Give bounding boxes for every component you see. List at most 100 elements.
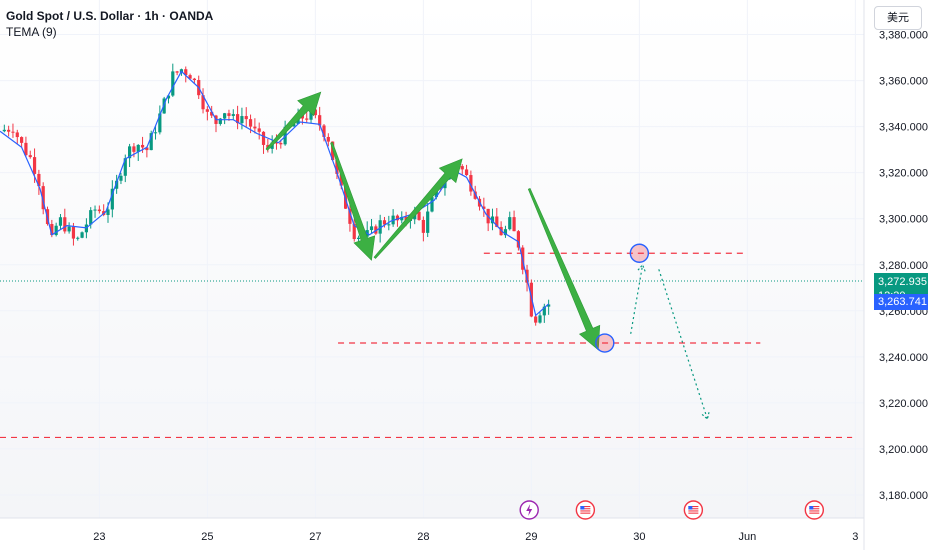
candle-body xyxy=(166,95,171,99)
y-tick-label: 3,200.000 xyxy=(879,444,928,456)
symbol-title[interactable]: Gold Spot / U.S. Dollar · 1h · OANDA xyxy=(6,9,214,23)
projected-path-segment[interactable] xyxy=(630,264,644,334)
flag-stripe xyxy=(809,510,820,512)
candle-body xyxy=(547,304,551,307)
target-circle[interactable] xyxy=(629,243,650,263)
candle-body xyxy=(24,142,28,156)
flag-stripe xyxy=(688,510,699,512)
flag-stripe xyxy=(809,506,820,508)
candle-body xyxy=(210,111,214,116)
target-circle[interactable] xyxy=(595,333,615,353)
candle-body xyxy=(248,119,253,127)
candle-body xyxy=(28,155,32,158)
candle-body xyxy=(244,116,248,120)
candle-body xyxy=(279,143,283,145)
candle-body xyxy=(162,98,166,114)
candle-body xyxy=(158,113,162,133)
candle-body xyxy=(352,223,356,240)
x-tick-label: 28 xyxy=(417,531,429,543)
candle-body xyxy=(378,220,382,234)
candle-body xyxy=(257,128,261,132)
candle-body xyxy=(534,316,538,323)
candle-body xyxy=(115,180,119,189)
y-tick-label: 3,340.000 xyxy=(879,122,928,134)
candle-body xyxy=(344,185,348,209)
flag-stripe xyxy=(580,508,591,510)
candle-body xyxy=(417,211,421,220)
flag-stripe xyxy=(580,512,591,514)
x-tick-label: 29 xyxy=(525,531,537,543)
candle-body xyxy=(205,109,209,112)
us-flag-icon[interactable] xyxy=(683,500,704,520)
candle-body xyxy=(175,71,179,73)
candle-body xyxy=(76,237,80,239)
candle-body xyxy=(15,132,19,138)
candle-body xyxy=(171,71,175,96)
tema-price-tag: 3,263.741 xyxy=(874,294,928,311)
candle-body xyxy=(20,137,24,143)
flag-stripe xyxy=(688,506,699,508)
candle-body xyxy=(369,226,374,231)
plot-area xyxy=(0,0,864,518)
x-tick-label: 3 xyxy=(852,531,858,543)
trend-arrow[interactable] xyxy=(373,158,463,259)
tema-line xyxy=(0,70,549,317)
us-flag-icon[interactable] xyxy=(575,500,596,520)
candle-body xyxy=(50,224,54,236)
flag-stripe xyxy=(688,508,699,510)
candle-body xyxy=(37,173,41,187)
candle-body xyxy=(80,232,84,238)
lightning-glyph xyxy=(526,504,533,516)
flag-canton xyxy=(580,506,585,510)
candle-body xyxy=(464,169,469,176)
candle-body xyxy=(292,123,296,127)
candle-body xyxy=(97,209,101,212)
trend-arrow[interactable] xyxy=(330,142,376,261)
candle-body xyxy=(218,118,222,124)
candle-body xyxy=(184,69,188,76)
candle-body xyxy=(188,75,192,79)
y-tick-label: 3,220.000 xyxy=(879,398,928,410)
y-tick-label: 3,180.000 xyxy=(879,490,928,502)
candle-body xyxy=(145,147,149,151)
x-tick-label: 23 xyxy=(93,531,105,543)
candle-body xyxy=(400,216,404,221)
candle-body xyxy=(503,229,508,236)
y-tick-label: 3,380.000 xyxy=(879,30,928,42)
candle-body xyxy=(58,217,63,226)
candle-body xyxy=(473,191,477,199)
candle-body xyxy=(110,188,114,210)
flag-stripe xyxy=(580,506,591,508)
candle-body xyxy=(41,186,45,210)
candle-body xyxy=(538,315,542,323)
candle-body xyxy=(71,226,76,239)
candle-body xyxy=(460,166,464,170)
y-tick-label: 3,320.000 xyxy=(879,168,928,180)
projected-path-segment[interactable] xyxy=(658,269,708,420)
y-tick-label: 3,280.000 xyxy=(879,260,928,272)
flag-stripe xyxy=(809,512,820,514)
candle-body xyxy=(490,216,495,224)
candle-body xyxy=(395,215,400,221)
trend-arrow[interactable] xyxy=(265,91,322,151)
flag-stripe xyxy=(809,508,820,510)
flag-stripe xyxy=(580,510,591,512)
candle-body xyxy=(542,306,546,316)
candle-body xyxy=(119,175,123,181)
x-tick-label: 27 xyxy=(309,531,321,543)
x-tick-label: Jun xyxy=(738,531,756,543)
currency-button[interactable]: 美元 xyxy=(874,6,922,30)
us-flag-icon[interactable] xyxy=(804,500,825,520)
candle-body xyxy=(283,126,287,145)
candle-body xyxy=(67,226,71,232)
candle-body xyxy=(93,209,97,211)
candle-body xyxy=(309,109,313,120)
candle-body xyxy=(153,132,158,134)
candle-body xyxy=(63,217,67,232)
chart-header: Gold Spot / U.S. Dollar · 1h · OANDA TEM… xyxy=(6,8,213,40)
candle-body xyxy=(253,126,257,129)
y-tick-label: 3,300.000 xyxy=(879,214,928,226)
trend-arrow[interactable] xyxy=(527,188,601,351)
indicator-label[interactable]: TEMA (9) xyxy=(6,25,57,39)
